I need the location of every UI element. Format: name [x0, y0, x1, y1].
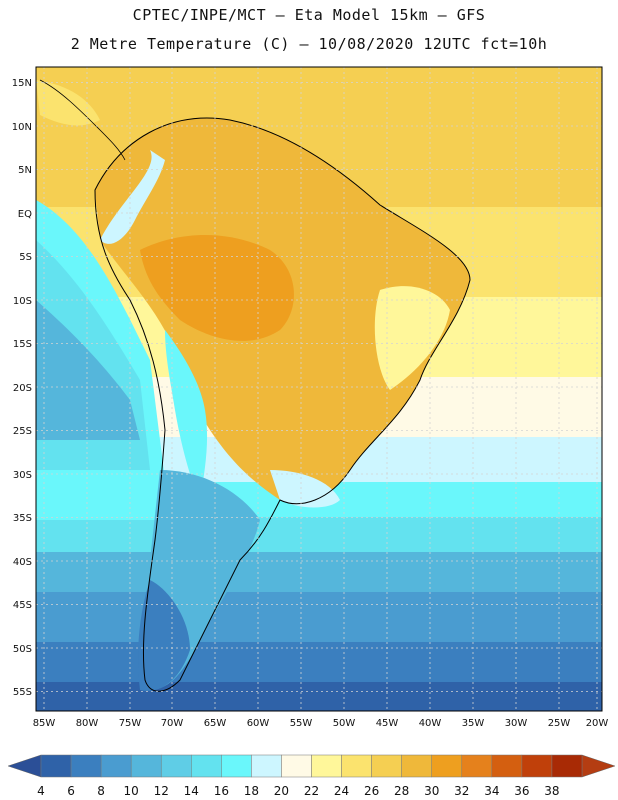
lon-label: 30W	[505, 718, 528, 729]
colorbar-swatch	[191, 754, 222, 778]
map-frame	[35, 66, 603, 712]
lon-label: 20W	[586, 718, 609, 729]
colorbar-swatch	[341, 754, 372, 778]
colorbar-swatch	[371, 754, 402, 778]
lon-label: 85W	[33, 718, 56, 729]
colorbar-label: 38	[544, 784, 559, 798]
colorbar-swatch	[281, 754, 312, 778]
lon-label: 75W	[119, 718, 142, 729]
colorbar-label: 36	[514, 784, 529, 798]
graticule	[36, 67, 602, 711]
map-title-line1: CPTEC/INPE/MCT – Eta Model 15km – GFS	[132, 6, 486, 24]
lat-label: 35S	[13, 513, 32, 524]
colorbar-label: 20	[274, 784, 289, 798]
colorbar-label: 22	[304, 784, 319, 798]
temperature-field	[36, 67, 602, 711]
colorbar-high-arrow	[581, 754, 616, 778]
colorbar-label: 28	[394, 784, 409, 798]
colorbar-label: 26	[364, 784, 379, 798]
colorbar-swatch	[551, 754, 583, 778]
lat-label: 15N	[12, 78, 32, 89]
colorbar-label: 14	[184, 784, 199, 798]
lat-label: 40S	[13, 557, 32, 568]
lat-label: 10N	[12, 122, 32, 133]
colorbar-swatch	[521, 754, 553, 778]
lon-label: 80W	[76, 718, 99, 729]
colorbar-label: 16	[214, 784, 229, 798]
colorbar-swatch	[70, 754, 102, 778]
map-title-line2: 2 Metre Temperature (C) – 10/08/2020 12U…	[70, 35, 548, 53]
colorbar-label: 32	[454, 784, 469, 798]
lat-label: 30S	[13, 470, 32, 481]
latitude-labels: 15N 10N 5N EQ 5S 10S 15S 20S 25S 30S 35S…	[12, 78, 32, 698]
lat-label: 5N	[18, 165, 32, 176]
colorbar-swatch	[401, 754, 432, 778]
lon-label: 25W	[548, 718, 571, 729]
colorbar-label: 18	[244, 784, 259, 798]
colorbar-swatch	[461, 754, 493, 778]
lat-label: EQ	[18, 209, 32, 220]
colorbar-label: 24	[334, 784, 349, 798]
colorbar-swatch	[40, 754, 72, 778]
colorbar-swatch	[251, 754, 282, 778]
colorbar-label: 34	[484, 784, 499, 798]
lat-label: 50S	[13, 644, 32, 655]
lat-label: 10S	[13, 296, 32, 307]
lon-label: 35W	[462, 718, 485, 729]
lon-label: 55W	[290, 718, 313, 729]
longitude-labels: 85W 80W 75W 70W 65W 60W 55W 50W 45W 40W …	[33, 718, 609, 729]
colorbar: 4 6 8 10 12 14 16 18 20 22 24 26 28 30 32 34 36 38	[7, 754, 616, 798]
lat-label: 55S	[13, 687, 32, 698]
colorbar-swatch	[221, 754, 252, 778]
lon-label: 40W	[419, 718, 442, 729]
lon-label: 65W	[204, 718, 227, 729]
colorbar-label: 10	[124, 784, 139, 798]
lat-label: 45S	[13, 600, 32, 611]
lat-label: 15S	[13, 339, 32, 350]
colorbar-swatch	[100, 754, 132, 778]
lat-label: 5S	[19, 252, 32, 263]
lon-label: 70W	[161, 718, 184, 729]
lat-label: 25S	[13, 426, 32, 437]
colorbar-swatch	[160, 754, 192, 778]
lat-label: 20S	[13, 383, 32, 394]
colorbar-label: 4	[37, 784, 45, 798]
lon-label: 50W	[333, 718, 356, 729]
colorbar-swatch	[491, 754, 523, 778]
colorbar-swatch	[130, 754, 162, 778]
colorbar-swatch	[311, 754, 342, 778]
colorbar-label: 6	[67, 784, 75, 798]
colorbar-label: 8	[97, 784, 105, 798]
lon-label: 45W	[376, 718, 399, 729]
colorbar-label: 30	[424, 784, 439, 798]
colorbar-label: 12	[154, 784, 169, 798]
colorbar-swatch	[431, 754, 463, 778]
colorbar-low-arrow	[7, 754, 42, 778]
lon-label: 60W	[247, 718, 270, 729]
